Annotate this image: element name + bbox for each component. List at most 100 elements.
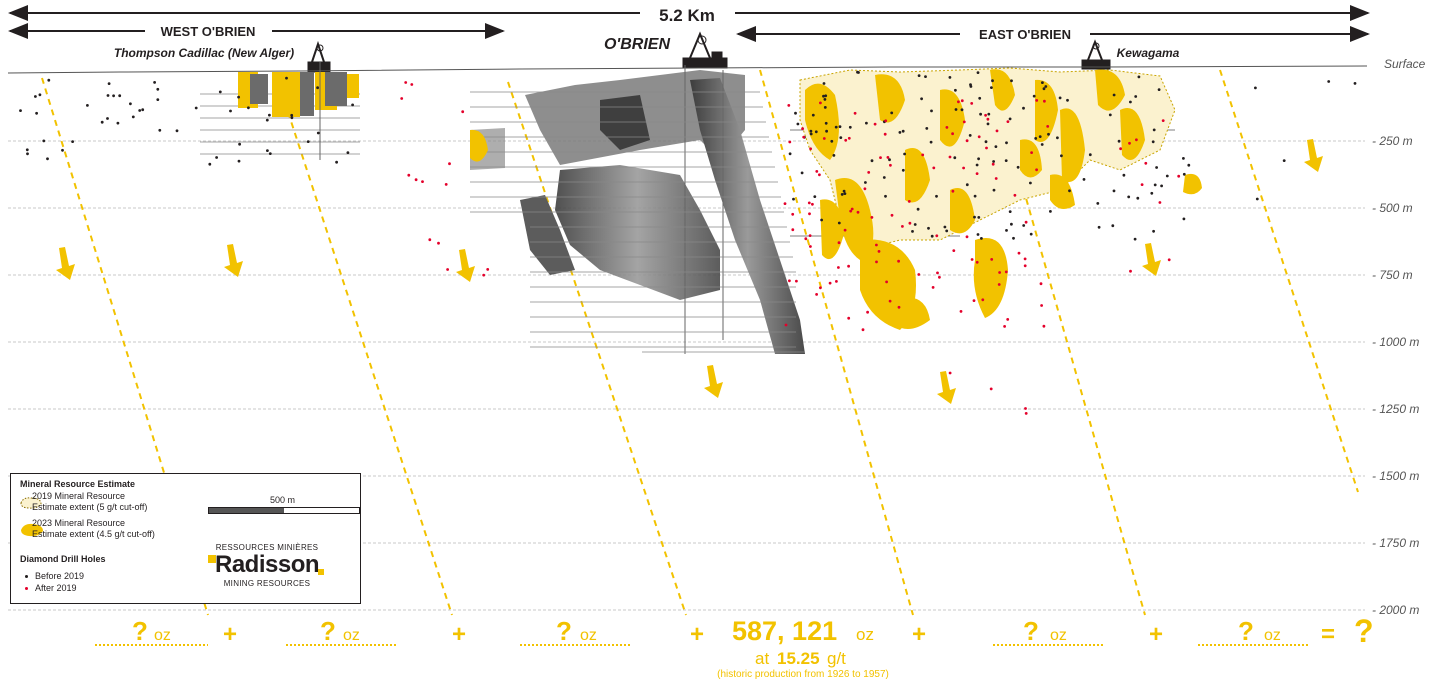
drill-hole-dot [884, 119, 888, 123]
drill-hole-dot [100, 120, 104, 124]
drill-hole-dot [107, 82, 111, 85]
drill-hole-dot [1013, 193, 1017, 197]
grade-value: 15.25 [777, 649, 820, 668]
drill-hole-dot [962, 166, 965, 170]
drill-hole-dot [1006, 120, 1010, 123]
dot-before-icon [25, 575, 28, 578]
drill-hole-dot [268, 152, 272, 156]
drill-hole-dot [1182, 157, 1185, 160]
drill-hole-dot [886, 156, 890, 159]
boundary-dashed-lines [41, 69, 1359, 616]
drill-hole-dot [158, 128, 162, 132]
drill-hole-dot [448, 162, 451, 166]
drill-hole-dot [1161, 119, 1165, 122]
drill-hole-dot [1005, 141, 1008, 145]
drill-hole-dot [1004, 270, 1008, 274]
drill-hole-dot [802, 135, 806, 139]
drill-hole-dot [1038, 135, 1042, 139]
drill-hole-dot [978, 96, 982, 100]
drill-hole-dot [985, 146, 988, 150]
drill-hole-dot [916, 207, 920, 211]
oz-unit: oz [1264, 627, 1281, 644]
drill-hole-dot [960, 99, 964, 103]
legend-2023-line2: Estimate extent (4.5 g/t cut-off) [32, 529, 155, 539]
drill-hole-dot [889, 163, 892, 167]
drill-hole-dot [784, 323, 788, 327]
drill-hole-dot [875, 243, 878, 247]
drill-hole-dot [1182, 217, 1186, 221]
drill-hole-dot [997, 283, 1001, 286]
drill-hole-dot [980, 237, 983, 240]
drill-hole-dot [830, 139, 834, 143]
drill-hole-dot [873, 122, 877, 126]
drill-hole-dot [875, 260, 878, 264]
drill-hole-dot [813, 195, 817, 199]
drill-hole-dot [898, 131, 902, 134]
drill-hole-dot [1111, 224, 1115, 228]
drill-hole-dot [1129, 269, 1132, 273]
drill-hole-dot [951, 132, 954, 136]
historic-production-value: 587, 121 [732, 616, 837, 646]
surface-line [7, 65, 1368, 74]
obrien-label: O'BRIEN [604, 36, 670, 53]
down-arrow-icon [1142, 243, 1161, 276]
boundary-line [1219, 69, 1359, 493]
drill-hole-dot [856, 210, 860, 214]
down-arrow-icon [456, 249, 475, 282]
drill-hole-dot [965, 139, 969, 143]
drill-hole-dot [316, 131, 320, 135]
depth-tick-label: - 750 m [1372, 268, 1413, 282]
logo-line-top: RESSOURCES MINIÈRES [215, 543, 319, 552]
drill-hole-dot [1165, 174, 1169, 178]
drill-hole-dot [1134, 95, 1138, 98]
drill-hole-dot [46, 157, 49, 161]
drill-hole-dot [428, 238, 432, 242]
drill-hole-dot [901, 129, 905, 133]
drill-hole-dot [19, 109, 22, 112]
drill-hole-dot [156, 98, 160, 101]
drill-hole-dot [26, 152, 29, 156]
drill-hole-dot [1034, 137, 1038, 140]
drill-hole-dot [843, 228, 847, 232]
drill-hole-dot [897, 305, 901, 309]
drill-hole-dot [1005, 229, 1008, 232]
drill-hole-dot [977, 216, 981, 219]
drill-hole-dot [461, 110, 465, 114]
legend-2019-line2: Estimate extent (5 g/t cut-off) [32, 502, 148, 512]
drill-hole-dot [979, 112, 982, 116]
drill-hole-dot [1068, 189, 1071, 193]
drill-hole-dot [994, 177, 998, 180]
plus-sign: + [223, 621, 237, 648]
drill-hole-dot [106, 117, 109, 120]
drill-hole-dot [823, 98, 827, 101]
drill-hole-dot [929, 140, 933, 144]
drill-hole-dot [930, 109, 933, 113]
drill-hole-dot [832, 154, 836, 157]
drill-hole-dot [247, 106, 250, 110]
drill-hole-dot [35, 111, 38, 115]
drill-hole-dot [1144, 161, 1148, 165]
drill-hole-dot [954, 88, 957, 92]
drill-hole-dot [1133, 237, 1137, 241]
drill-hole-dot [1023, 264, 1027, 268]
drill-hole-dot [351, 103, 354, 107]
radisson-logo: RESSOURCES MINIÈRES Radisson MINING RESO… [206, 543, 328, 591]
drill-hole-dot [153, 81, 157, 84]
drill-hole-dot [208, 162, 212, 166]
drill-hole-dot [994, 145, 998, 149]
unknown-mark: ? [1238, 616, 1254, 646]
headframe-icon [1081, 39, 1111, 70]
drill-hole-dot [970, 102, 974, 105]
depth-labels: - 250 m - 500 m - 750 m - 1000 m - 1250 m - 1… [1372, 134, 1419, 617]
drill-hole-dot [952, 249, 956, 253]
drill-hole-dot [897, 259, 900, 263]
drill-hole-dot [984, 140, 988, 144]
down-arrow-icon [224, 244, 243, 277]
drill-hole-dot [1029, 232, 1033, 236]
drill-hole-dot [945, 229, 949, 233]
drill-hole-dot [824, 94, 828, 98]
drill-hole-dot [1096, 202, 1100, 205]
drill-hole-dot [265, 118, 269, 122]
drill-hole-dot [1022, 224, 1026, 227]
drill-hole-dot [1119, 147, 1122, 151]
